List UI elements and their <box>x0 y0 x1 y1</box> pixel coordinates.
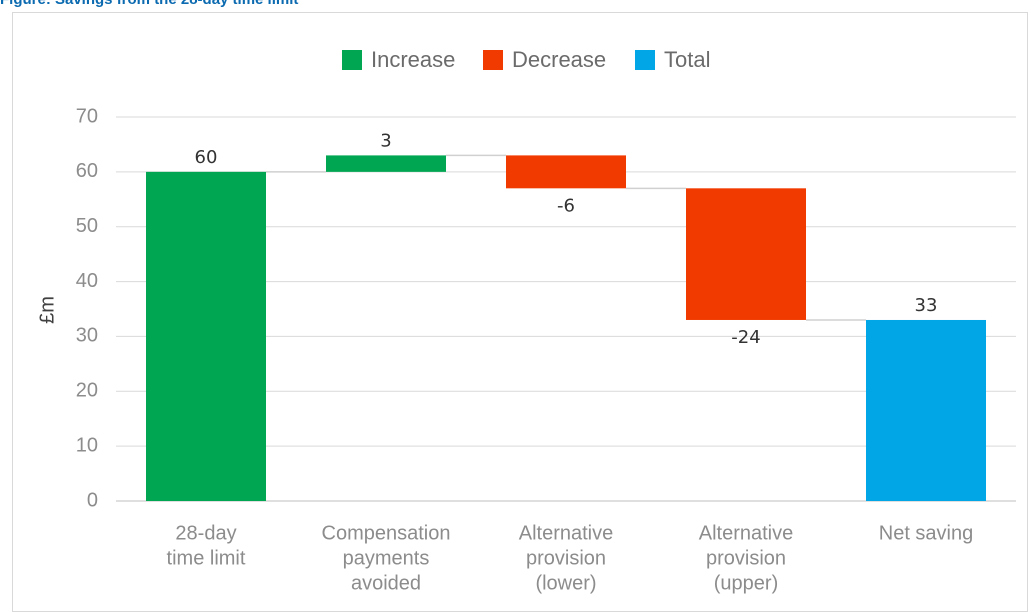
legend-swatch-total <box>635 50 655 70</box>
y-tick-label: 50 <box>76 215 98 237</box>
x-category-label: payments <box>343 547 430 569</box>
data-label: 33 <box>915 295 938 316</box>
legend: Increase Decrease Total <box>342 47 710 72</box>
data-labels: 60 3 -6 -24 33 <box>195 130 938 348</box>
x-category-label: avoided <box>351 572 421 594</box>
x-category-label: provision <box>706 547 786 569</box>
page-title-strip: Figure: Savings from the 28-day time lim… <box>0 0 1031 12</box>
connector-lines <box>266 154 866 321</box>
y-tick-label: 60 <box>76 160 98 182</box>
y-axis-label: £m <box>36 296 58 324</box>
page-title: Figure: Savings from the 28-day time lim… <box>0 0 298 8</box>
x-axis-categories: 28-day time limit Compensation payments avoi… <box>167 522 974 594</box>
data-label: -6 <box>557 195 575 216</box>
legend-label-increase: Increase <box>371 47 455 72</box>
x-category-label: 28-day <box>175 522 236 544</box>
x-category-label: provision <box>526 547 606 569</box>
legend-label-total: Total <box>664 47 710 72</box>
legend-swatch-decrease <box>483 50 503 70</box>
data-label: 60 <box>195 147 218 168</box>
legend-label-decrease: Decrease <box>512 47 606 72</box>
x-category-label: (upper) <box>714 572 778 594</box>
bar-total <box>866 319 986 501</box>
y-axis-ticks: 0 10 20 30 40 50 60 70 <box>76 105 98 511</box>
bar-increase <box>326 155 446 172</box>
legend-swatch-increase <box>342 50 362 70</box>
data-label: -24 <box>731 327 760 348</box>
bar-decrease <box>506 155 626 189</box>
bars <box>146 155 986 501</box>
y-tick-label: 40 <box>76 270 98 292</box>
data-label: 3 <box>380 130 391 151</box>
x-category-label: time limit <box>167 547 246 569</box>
x-category-label: Alternative <box>519 522 614 544</box>
y-tick-label: 10 <box>76 434 98 456</box>
x-category-label: (lower) <box>535 572 596 594</box>
y-tick-label: 20 <box>76 380 98 402</box>
x-category-label: Compensation <box>322 522 451 544</box>
x-category-label: Net saving <box>879 522 974 544</box>
bar-increase <box>146 171 266 501</box>
y-tick-label: 70 <box>76 105 98 127</box>
bar-decrease <box>686 188 806 320</box>
x-category-label: Alternative <box>699 522 794 544</box>
y-tick-label: 0 <box>87 489 98 511</box>
y-tick-label: 30 <box>76 325 98 347</box>
